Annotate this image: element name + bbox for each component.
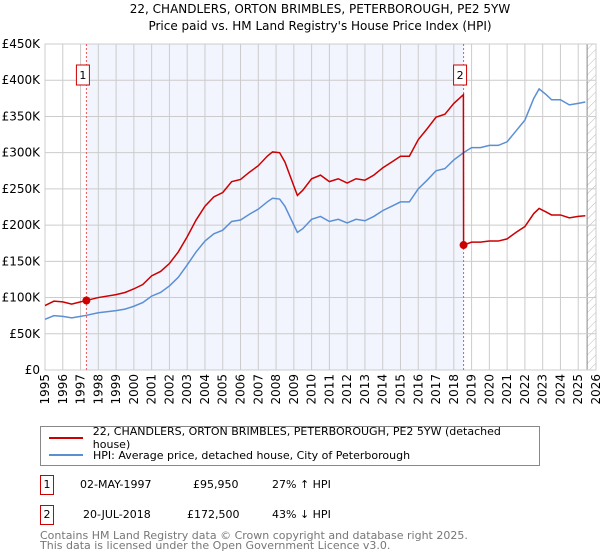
y-tick-label: £400K (2, 73, 42, 87)
x-tick-label: 2005 (216, 374, 230, 405)
x-tick-label: 2024 (553, 374, 567, 405)
sale-date: 20-JUL-2018 (83, 508, 151, 521)
x-tick-label: 2023 (536, 374, 550, 405)
price-paid-line (44, 93, 586, 307)
x-tick-label: 2007 (251, 374, 265, 405)
y-tick-label: £100K (2, 291, 42, 305)
sale-label: 1 (79, 69, 86, 82)
x-tick-label: 2012 (340, 374, 354, 405)
x-tick-label: 1996 (56, 374, 70, 405)
sale-point (459, 241, 468, 250)
sale-marker: 2 (40, 505, 54, 525)
x-tick-label: 1998 (91, 374, 105, 405)
chart-title: 22, CHANDLERS, ORTON BRIMBLES, PETERBORO… (130, 2, 511, 16)
x-tick-label: 2003 (180, 374, 194, 405)
plot-border (44, 43, 597, 371)
x-tick-label: 2019 (465, 374, 479, 405)
y-tick-label: £50K (9, 327, 41, 341)
legend-swatch-red (49, 437, 83, 439)
legend-label: 22, CHANDLERS, ORTON BRIMBLES, PETERBORO… (92, 425, 501, 451)
y-tick-label: £350K (2, 109, 42, 123)
legend-item-property: 22, CHANDLERS, ORTON BRIMBLES, PETERBORO… (49, 425, 539, 451)
footer-line: Contains HM Land Registry data © Crown c… (40, 529, 468, 542)
sale-hpi: 27% ↑ HPI (272, 478, 331, 491)
y-tick-label: £450K (2, 37, 42, 51)
x-tick-label: 2006 (234, 374, 248, 405)
x-tick-label: 2001 (145, 374, 159, 405)
x-tick-label: 2013 (358, 374, 372, 405)
y-tick-label: £200K (2, 218, 42, 232)
y-tick-label: £300K (2, 146, 42, 160)
y-tick-label: £150K (2, 254, 42, 268)
x-tick-label: 2026 (589, 374, 600, 405)
forecast-hatch (587, 44, 596, 370)
x-tick-label: 2009 (287, 374, 301, 405)
x-tick-label: 1997 (74, 374, 88, 405)
sale-label: 2 (457, 69, 464, 82)
y-tick-label: £0 (25, 363, 40, 377)
x-tick-label: 2010 (305, 374, 319, 405)
x-tick-label: 2014 (376, 374, 390, 405)
legend: 22, CHANDLERS, ORTON BRIMBLES, PETERBORO… (40, 425, 540, 466)
sale-row: 1 02-MAY-1997 £95,950 27% ↑ HPI (40, 475, 560, 495)
sale-marker: 1 (40, 475, 54, 495)
x-tick-label: 2015 (393, 374, 407, 405)
legend-item-hpi: HPI: Average price, detached house, City… (49, 447, 410, 463)
x-tick-label: 2017 (429, 374, 443, 405)
x-tick-label: 2004 (198, 374, 212, 405)
sale-label-box (75, 64, 90, 86)
x-tick-label: 2008 (269, 374, 283, 405)
x-tick-label: 1995 (38, 374, 52, 405)
x-tick-label: 2021 (500, 374, 514, 405)
sale-date: 02-MAY-1997 (80, 478, 152, 491)
x-tick-label: 2020 (482, 374, 496, 405)
hpi-line (44, 87, 586, 320)
sale-row: 2 20-JUL-2018 £172,500 43% ↓ HPI (40, 505, 560, 525)
x-tick-label: 2016 (411, 374, 425, 405)
sale-label-box (453, 64, 468, 86)
legend-label: HPI: Average price, detached house, City… (93, 448, 411, 462)
x-tick-label: 2002 (162, 374, 176, 405)
x-tick-label: 1999 (109, 374, 123, 405)
chart-subtitle: Price paid vs. HM Land Registry's House … (148, 19, 491, 33)
y-tick-label: £250K (2, 182, 42, 196)
x-tick-label: 2018 (447, 374, 461, 405)
sale-price: £172,500 (187, 508, 240, 521)
x-tick-label: 2011 (322, 374, 336, 405)
sale-point (82, 296, 91, 305)
x-tick-label: 2000 (127, 374, 141, 405)
legend-swatch-blue (49, 454, 83, 456)
ownership-shading (86, 44, 464, 370)
x-tick-label: 2022 (518, 374, 532, 405)
sale-price: £95,950 (193, 478, 239, 491)
sale-hpi: 43% ↓ HPI (272, 508, 331, 521)
x-tick-label: 2025 (571, 374, 585, 405)
footer: Contains HM Land Registry data © Crown c… (40, 529, 468, 552)
footer-line: This data is licensed under the Open Gov… (40, 539, 391, 552)
price-chart: 22, CHANDLERS, ORTON BRIMBLES, PETERBORO… (2, 2, 600, 405)
